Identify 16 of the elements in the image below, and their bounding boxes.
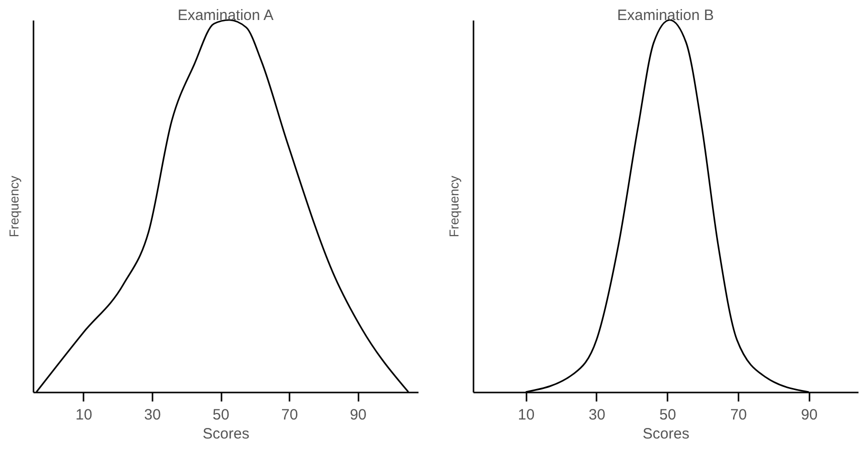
x-axis-title: Scores	[202, 426, 250, 442]
chart-title: Examination B	[617, 7, 714, 24]
x-tick-label: 90	[350, 406, 367, 424]
chart-title: Examination A	[178, 7, 274, 24]
x-tick-label: 10	[518, 406, 535, 424]
x-tick-label: 90	[800, 406, 818, 424]
x-tick-label: 50	[212, 406, 230, 424]
x-tick-label: 30	[144, 406, 161, 424]
x-tick-label: 30	[588, 406, 606, 424]
y-axis-title: Frequency	[446, 175, 462, 238]
y-axis-title: Frequency	[6, 175, 22, 238]
x-axis-title: Scores	[642, 426, 690, 442]
x-tick-label: 10	[76, 406, 92, 424]
x-tick-label: 70	[730, 406, 747, 424]
x-tick-label: 70	[281, 406, 298, 424]
x-tick-label: 50	[659, 406, 676, 424]
